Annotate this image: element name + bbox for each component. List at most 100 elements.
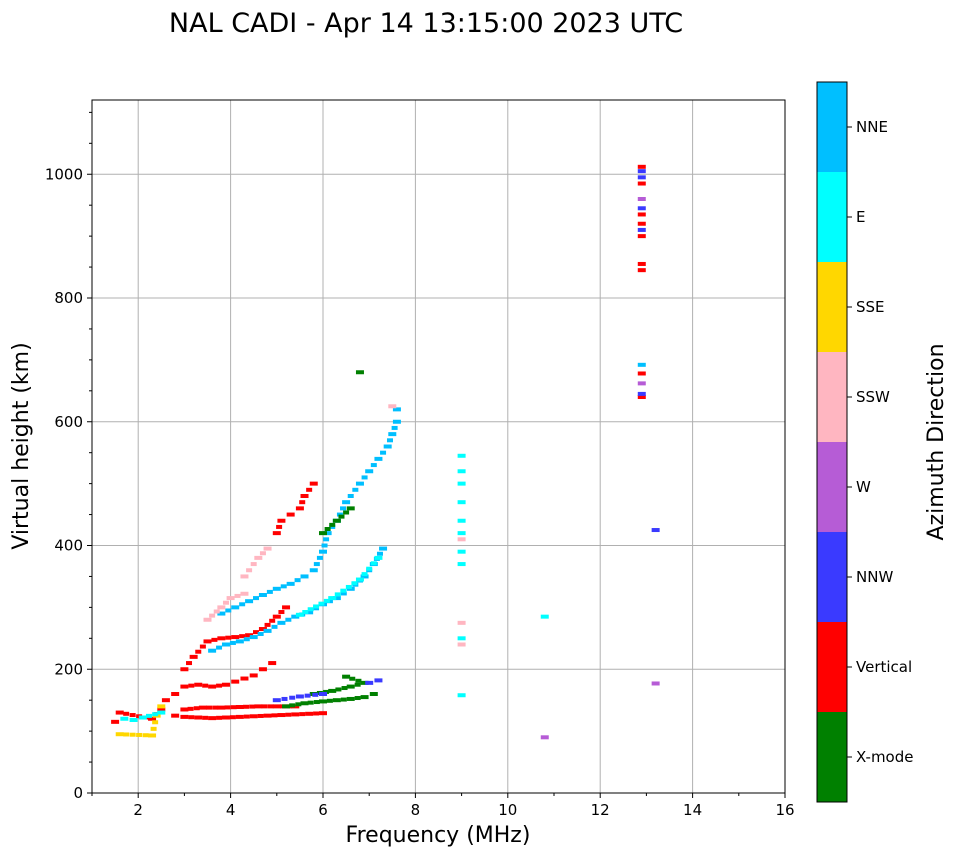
data-point [280,584,287,589]
data-point [277,713,286,718]
data-point [231,635,240,640]
x-axis-label: Frequency (MHz) [346,823,531,848]
data-point [637,268,646,273]
data-point [286,581,295,586]
data-point [235,714,244,719]
data-point [355,370,364,375]
chart-title: NAL CADI - Apr 14 13:15:00 2023 UTC [169,8,683,39]
data-point [208,648,217,653]
data-point [355,678,362,683]
data-point [234,593,241,598]
data-point [150,726,157,731]
x-tick-label: 8 [411,801,421,819]
data-point [316,555,323,560]
data-point [123,711,130,716]
data-point [257,631,264,636]
data-point [388,432,397,437]
data-point [326,698,333,703]
data-point [271,713,278,718]
data-point [374,456,383,461]
data-point [285,712,292,717]
data-point [374,678,383,683]
data-point [198,705,207,710]
data-point [323,689,330,694]
data-point [457,620,466,625]
data-point [261,704,268,709]
data-point [171,692,180,696]
data-point [263,546,272,551]
colorbar-segment [817,172,847,262]
data-point [216,645,223,650]
data-point [231,605,240,610]
data-point [351,581,358,586]
data-point [374,555,383,560]
data-point [637,395,646,399]
data-point [272,698,281,703]
data-point [365,680,374,685]
data-point [235,639,244,644]
colorbar-segment [817,622,847,712]
data-point [231,679,240,684]
data-point [272,704,281,709]
data-point [225,608,232,613]
data-point [457,531,466,536]
data-point [258,627,267,632]
data-point [194,715,203,720]
data-point [457,693,466,698]
data-point [319,531,327,536]
data-point [264,622,271,627]
data-point [637,391,646,396]
data-point [194,682,203,687]
data-point [257,713,264,718]
data-point [243,637,250,642]
data-point [202,715,209,720]
colorbar-label: Azimuth Direction [924,343,949,540]
data-point [277,620,286,625]
data-point [306,487,313,492]
data-point [361,572,368,577]
data-point [299,500,306,505]
data-point [388,404,397,409]
x-tick-label: 14 [683,801,702,819]
data-point [180,684,189,689]
data-point [180,667,189,672]
data-point [291,704,300,709]
data-point [259,551,266,556]
data-point [217,636,226,641]
data-point [202,683,209,688]
data-point [243,714,250,719]
data-point [637,197,646,201]
data-point [637,175,646,180]
data-point [307,607,314,612]
data-point [272,614,281,619]
data-point [340,506,347,511]
y-tick-label: 0 [73,784,83,802]
data-point [380,450,387,455]
data-point [222,600,229,605]
colorbar-tick-label: Vertical [856,658,912,676]
data-point [328,596,337,601]
data-point [217,605,226,610]
data-point [332,596,341,601]
data-point [221,642,230,647]
data-point [369,692,378,696]
data-point [457,642,466,647]
data-point [148,733,157,738]
data-point [271,624,278,629]
data-point [263,713,272,718]
data-point [346,684,355,689]
data-point [340,697,347,702]
data-point [216,715,223,720]
data-point [249,714,258,719]
data-point [240,574,249,579]
data-point [360,574,369,579]
data-point [250,562,257,567]
x-tick-label: 2 [133,801,143,819]
colorbar-tick-label: NNW [856,568,893,586]
data-point [229,715,236,720]
data-point [171,713,180,718]
data-point [211,637,218,642]
data-point [289,703,296,708]
x-tick-label: 16 [775,801,794,819]
data-point [235,704,244,709]
